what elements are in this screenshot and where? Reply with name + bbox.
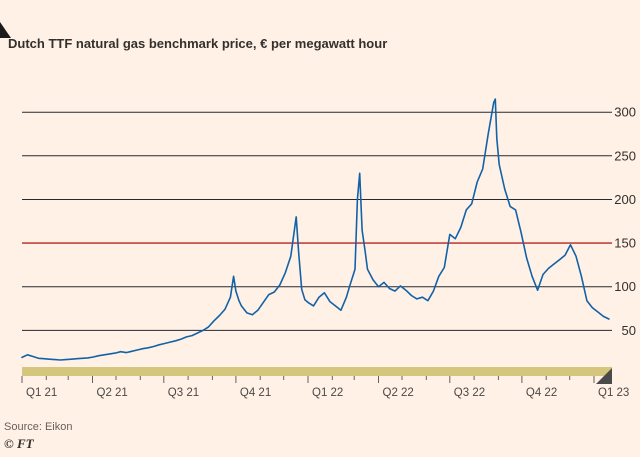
y-axis-label: 300: [614, 105, 636, 120]
x-axis-label: Q3 22: [454, 387, 485, 399]
source-label: Source: Eikon: [4, 421, 73, 433]
x-axis-label: Q3 21: [168, 387, 199, 399]
x-axis-label: Q1 21: [26, 387, 57, 399]
x-axis-label: Q1 22: [312, 387, 343, 399]
x-axis-label: Q4 22: [526, 387, 557, 399]
corner-triangle-bottom-right: [596, 368, 612, 384]
y-axis-label: 50: [622, 323, 636, 338]
y-axis-label: 200: [614, 192, 636, 207]
y-axis-label: 100: [614, 279, 636, 294]
ft-logo: © FT: [4, 436, 34, 451]
y-axis-label: 250: [614, 148, 636, 163]
x-axis-label: Q2 22: [383, 387, 414, 399]
x-axis-band: [22, 367, 612, 376]
corner-triangle-top-left: [0, 22, 11, 38]
x-axis-label: Q1 23: [598, 387, 629, 399]
x-axis-label: Q2 21: [97, 387, 128, 399]
y-axis-label: 150: [614, 236, 636, 251]
price-line: [21, 98, 610, 361]
x-axis-label: Q4 21: [240, 387, 271, 399]
chart-title: Dutch TTF natural gas benchmark price, €…: [8, 36, 388, 51]
